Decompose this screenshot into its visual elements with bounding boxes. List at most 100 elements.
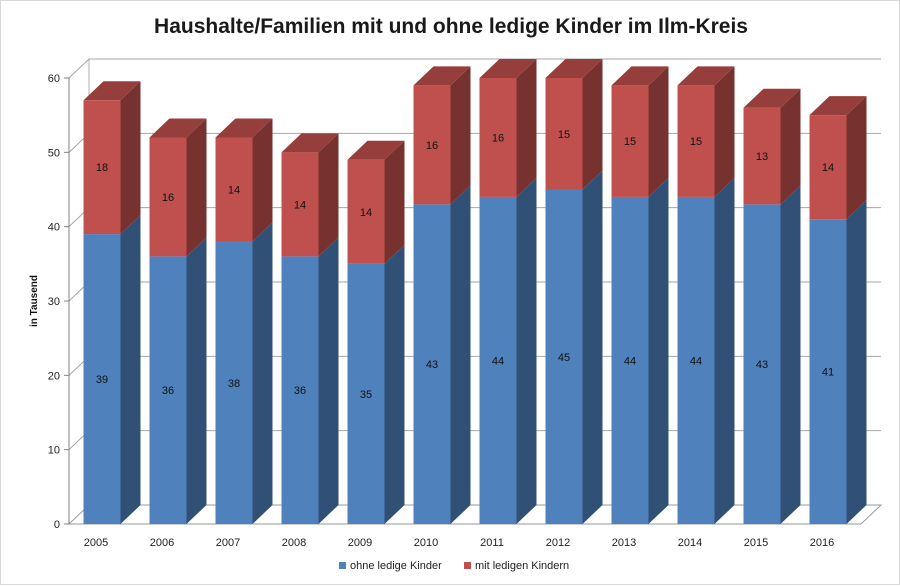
data-label: 14 xyxy=(294,199,306,211)
bar-side xyxy=(450,66,471,205)
data-label: 36 xyxy=(294,385,306,397)
data-label: 41 xyxy=(822,367,834,379)
y-tick-label: 60 xyxy=(48,73,60,85)
bar-side xyxy=(318,133,339,257)
bar-ohne-2006: 36 xyxy=(149,237,207,524)
bar-top xyxy=(215,118,273,138)
bar-front xyxy=(479,78,517,197)
bar-top xyxy=(83,81,141,101)
bar-ohne-2007: 38 xyxy=(215,222,273,525)
data-label: 44 xyxy=(624,355,636,367)
bar-front xyxy=(479,196,517,524)
bar-front xyxy=(413,204,451,524)
bar-top xyxy=(347,140,405,160)
data-label: 16 xyxy=(492,132,504,144)
gridline xyxy=(68,58,881,79)
bar-front xyxy=(743,107,781,205)
bar-top xyxy=(413,66,471,86)
bar-side xyxy=(186,118,207,257)
bar-front xyxy=(281,256,319,524)
data-label: 35 xyxy=(360,389,372,401)
data-label: 43 xyxy=(756,359,768,371)
bar-front xyxy=(611,196,649,524)
bar-mit-2007: 14 xyxy=(215,118,273,242)
bar-top xyxy=(545,59,603,78)
data-label: 14 xyxy=(228,185,240,197)
data-label: 16 xyxy=(162,192,174,204)
bar-ohne-2016: 41 xyxy=(809,200,867,524)
x-tick-label: 2007 xyxy=(216,537,240,549)
bar-ohne-2011: 44 xyxy=(479,177,537,524)
bar-ohne-2013: 44 xyxy=(611,177,669,524)
data-label: 14 xyxy=(360,207,372,219)
bar-side xyxy=(846,200,867,524)
x-tick-label: 2015 xyxy=(744,537,768,549)
bar-ohne-2014: 44 xyxy=(677,177,735,524)
bar-mit-2006: 16 xyxy=(149,118,207,257)
bar-mit-2011: 16 xyxy=(479,59,537,197)
data-label: 36 xyxy=(162,385,174,397)
y-tick-label: 40 xyxy=(48,222,60,234)
bar-front xyxy=(809,115,847,220)
x-tick-label: 2009 xyxy=(348,537,372,549)
x-tick-label: 2005 xyxy=(84,537,108,549)
bar-top xyxy=(743,88,801,108)
bar-front xyxy=(611,85,649,197)
bar-side xyxy=(780,88,801,205)
bar-front xyxy=(677,196,715,524)
bar-side xyxy=(648,66,669,197)
bar-ohne-2010: 43 xyxy=(413,185,471,524)
bar-side xyxy=(120,215,141,524)
bar-front xyxy=(83,234,121,524)
data-label: 16 xyxy=(426,140,438,152)
bar-mit-2014: 15 xyxy=(677,66,735,197)
bar-front xyxy=(809,219,847,524)
y-tick-label: 0 xyxy=(54,519,60,531)
bar-mit-2005: 18 xyxy=(83,81,141,235)
bar-side xyxy=(714,177,735,524)
bar-top xyxy=(479,59,537,78)
data-label: 39 xyxy=(96,374,108,386)
x-tick-label: 2013 xyxy=(612,537,636,549)
bar-top xyxy=(281,133,339,153)
bar-mit-2008: 14 xyxy=(281,133,339,257)
bar-front xyxy=(215,137,253,242)
bar-side xyxy=(384,140,405,264)
bar-top xyxy=(611,66,669,86)
bar-front xyxy=(83,100,121,235)
bar-ohne-2005: 39 xyxy=(83,215,141,524)
data-label: 13 xyxy=(756,151,768,163)
y-tick-label: 30 xyxy=(48,296,60,308)
y-tick-label: 20 xyxy=(48,370,60,382)
data-label: 15 xyxy=(558,129,570,141)
bar-side xyxy=(516,177,537,524)
bar-side xyxy=(780,185,801,524)
bar-ohne-2008: 36 xyxy=(281,237,339,524)
bar-front xyxy=(149,256,187,524)
x-tick-label: 2012 xyxy=(546,537,570,549)
bar-front xyxy=(215,241,253,525)
data-label: 44 xyxy=(690,355,702,367)
x-tick-label: 2006 xyxy=(150,537,174,549)
bar-front xyxy=(149,137,187,257)
bar-front xyxy=(281,152,319,257)
bar-side xyxy=(582,170,603,524)
bar-mit-2016: 14 xyxy=(809,96,867,220)
bar-top xyxy=(809,96,867,116)
bar-front xyxy=(347,263,385,524)
x-tick-label: 2014 xyxy=(678,537,702,549)
bar-side xyxy=(120,81,141,235)
x-tick-label: 2010 xyxy=(414,537,438,549)
bar-top xyxy=(677,66,735,86)
data-label: 38 xyxy=(228,378,240,390)
bar-ohne-2009: 35 xyxy=(347,244,405,525)
legend-label: ohne ledige Kinder xyxy=(350,560,442,572)
bar-mit-2010: 16 xyxy=(413,66,471,205)
x-tick-label: 2016 xyxy=(810,537,834,549)
bar-mit-2013: 15 xyxy=(611,66,669,197)
legend-label: mit ledigen Kindern xyxy=(475,560,569,572)
data-label: 44 xyxy=(492,355,504,367)
chart-title: Haushalte/Familien mit und ohne ledige K… xyxy=(154,15,748,38)
